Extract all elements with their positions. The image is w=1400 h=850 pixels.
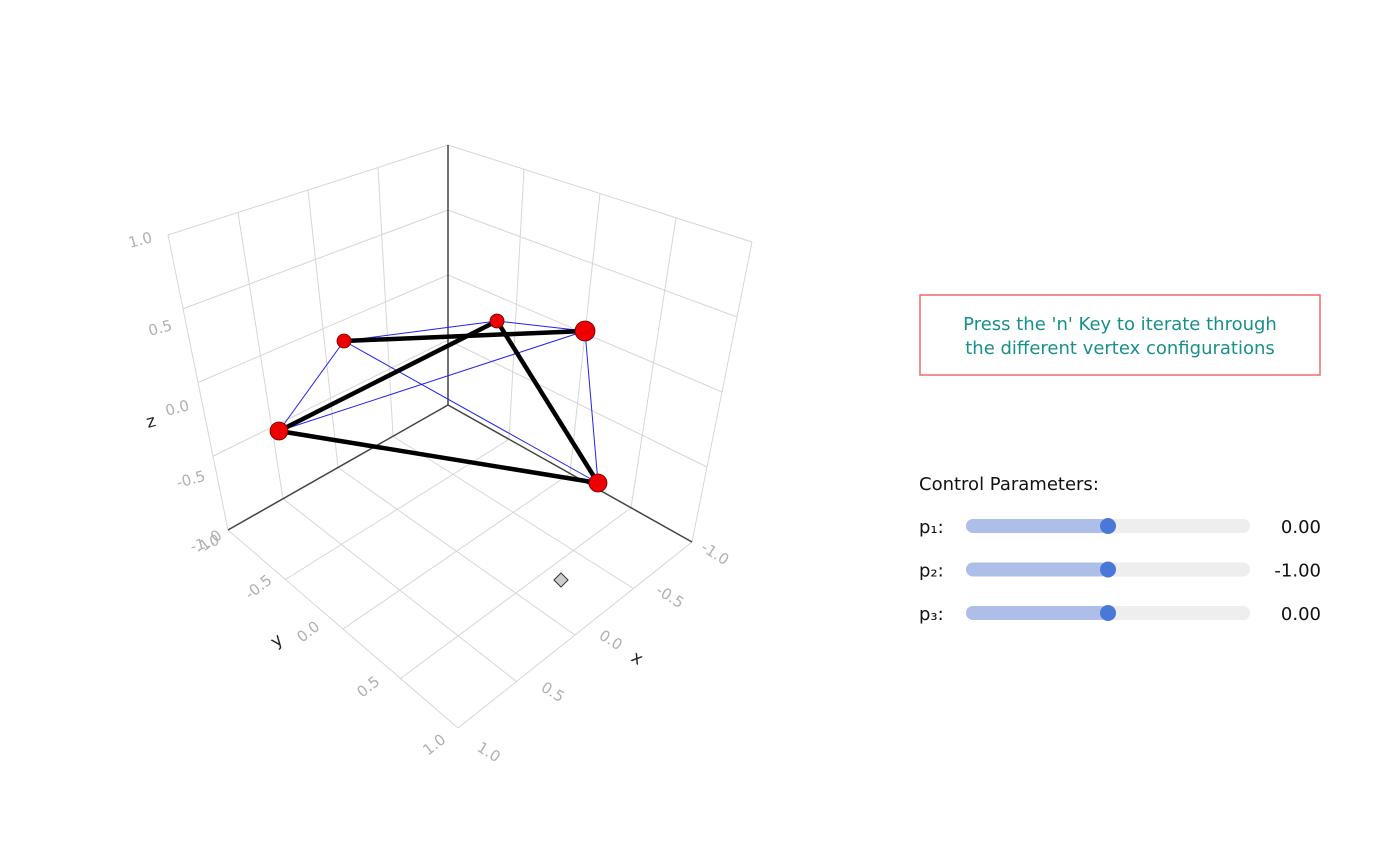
axis-edge [447,404,693,543]
z-ticks: 1.0 0.5 0.0 -0.5 -1.0 [126,228,221,556]
slider-label: p₃: [919,604,944,625]
slider-fill [966,562,1108,577]
y-tick-label: 1.0 [419,730,449,759]
grid-line [447,144,753,243]
marker [553,572,569,588]
bar [495,319,600,485]
x-axis-label: x [627,647,646,669]
grid-line [197,274,449,383]
z-tick-label: 0.0 [163,396,191,420]
slider-fill [966,519,1108,533]
edge [584,330,599,484]
edge [496,320,586,332]
grid-line [400,507,632,679]
info-text: Press the 'n' Key to iterate through [963,314,1277,335]
vertex [588,473,608,493]
edge [278,340,345,432]
grid-line [167,234,229,531]
edge [278,330,586,432]
y-ticks: -1.0 -0.5 0.0 0.5 1.0 [191,526,449,759]
slider-value: -1.00 [1274,561,1321,582]
x-ticks: -1.0 -0.5 0.0 0.5 1.0 [474,538,732,766]
x-tick-label: 0.5 [538,678,568,706]
z-tick-label: 0.5 [146,316,174,340]
z-axis-label: z [144,411,158,433]
bars [277,318,600,486]
grid-line [447,209,738,318]
plot-grid [167,144,753,729]
axis-edge [227,404,449,531]
vertex [269,421,289,441]
slider-label: p₂: [919,561,944,582]
y-tick-label: -0.5 [241,571,275,603]
x-tick-label: 0.0 [596,626,626,654]
grid-line [342,473,571,630]
z-tick-label: 1.0 [126,228,154,252]
vertices [269,313,608,493]
grid-line [167,144,449,236]
vertex [336,333,352,349]
slider-value: 0.00 [1281,604,1321,625]
grid-line [457,541,693,729]
controls-title: Control Parameters: [919,474,1099,495]
slider-handle[interactable] [1100,561,1116,578]
x-tick-label: -0.5 [653,581,687,612]
slider-handle[interactable] [1100,605,1116,621]
bar [278,428,599,486]
vertex [489,313,505,329]
y-axis-label: y [267,630,287,652]
thin-edges [278,320,599,484]
grid-line [691,241,753,543]
edge [343,340,599,484]
x-tick-label: -1.0 [698,538,732,569]
info-box [919,294,1321,376]
slider-fill [966,606,1108,620]
grid-line [630,217,677,508]
grid-line [182,209,449,310]
slider-label: p₁: [919,517,944,538]
grid-line [237,212,284,499]
vertex [574,320,596,342]
slider-handle[interactable] [1100,518,1116,534]
slider-value: 0.00 [1281,517,1321,538]
y-tick-label: 0.0 [293,617,323,646]
axes-edges [227,145,693,543]
z-tick-label: -0.5 [174,467,207,492]
x-tick-label: 1.0 [474,738,504,766]
edge [343,320,498,342]
bar [277,318,499,434]
grid-line [282,498,517,682]
sliders: p₁: 0.00 p₂: -1.00 p₃: 0.00 [919,517,1321,625]
info-text: the different vertex configurations [965,338,1275,359]
grid-line [227,529,459,729]
y-tick-label: 0.5 [353,672,383,701]
